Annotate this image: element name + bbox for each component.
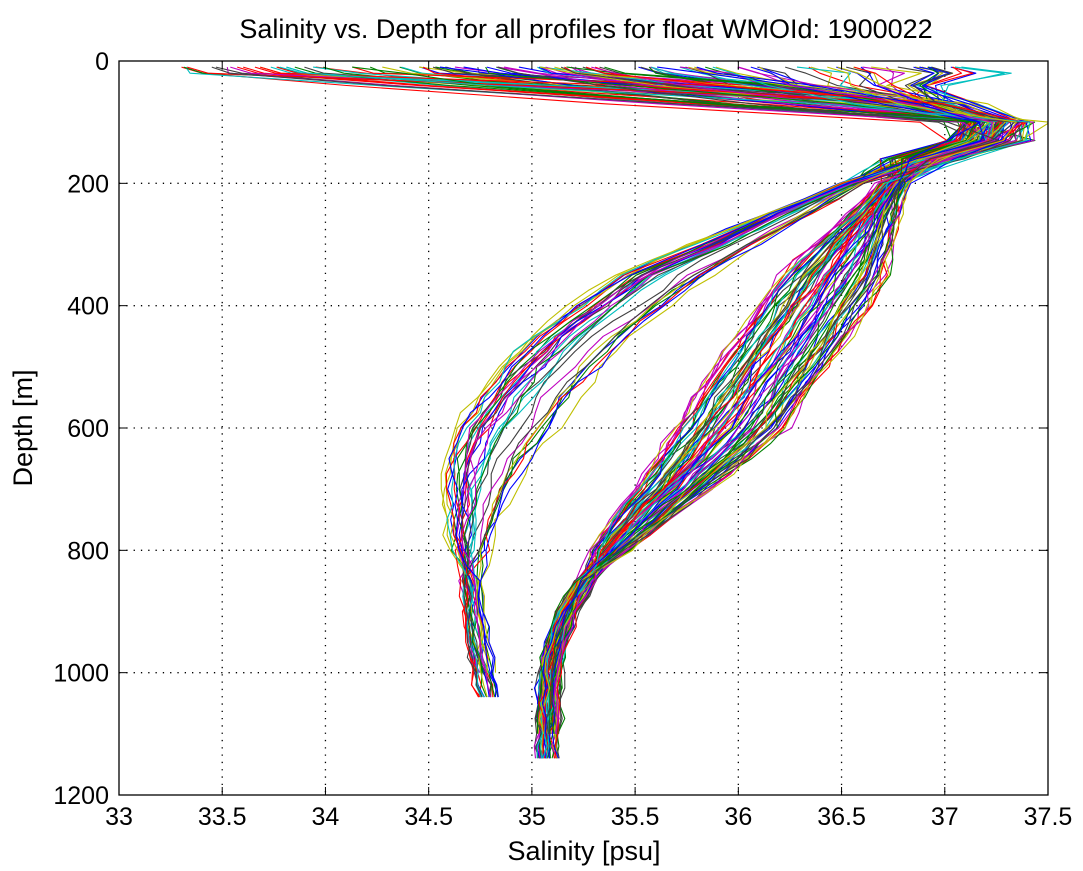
chart-title: Salinity vs. Depth for all profiles for …: [239, 14, 932, 44]
y-tick-label: 1000: [53, 660, 109, 688]
y-tick-label: 600: [67, 415, 109, 443]
profile-line: [497, 66, 1000, 734]
y-tick-label: 400: [67, 293, 109, 321]
profile-lines: [181, 66, 1048, 759]
profile-line: [254, 66, 972, 698]
x-tick-label: 34.5: [404, 803, 453, 831]
profile-line: [479, 66, 980, 673]
y-tick-label: 200: [67, 170, 109, 198]
x-tick-label: 36.5: [817, 803, 866, 831]
x-axis-label: Salinity [psu]: [507, 836, 660, 866]
profile-line: [466, 66, 1023, 673]
x-tick-label: 36: [724, 803, 752, 831]
profile-line: [536, 66, 1020, 759]
profile-line: [448, 66, 986, 698]
x-tick-label: 35: [518, 803, 546, 831]
profile-line: [553, 66, 994, 734]
profile-line: [485, 66, 977, 734]
x-tick-label: 33.5: [198, 803, 247, 831]
profile-line: [476, 66, 990, 673]
profile-line: [540, 66, 995, 759]
x-tick-label: 35.5: [611, 803, 660, 831]
profile-line: [541, 66, 981, 734]
profile-line: [183, 66, 979, 734]
profile-line: [538, 66, 1024, 759]
profile-line: [554, 66, 1022, 734]
y-tick-label: 0: [95, 48, 109, 76]
y-axis-label: Depth [m]: [8, 369, 38, 486]
x-tick-label: 37: [931, 803, 959, 831]
tick-marks: 33 33.5 34 34.5 35 35.5 36 36.5 37 37.5 0 200 400 600…: [53, 48, 1072, 831]
profile-line: [401, 66, 980, 698]
y-tick-label: 800: [67, 537, 109, 565]
y-tick-label: 1200: [53, 782, 109, 810]
x-tick-label: 37.5: [1024, 803, 1073, 831]
profile-line: [534, 66, 1016, 759]
x-tick-label: 34: [312, 803, 340, 831]
profile-line: [446, 66, 991, 698]
x-tick-label: 33: [105, 803, 133, 831]
